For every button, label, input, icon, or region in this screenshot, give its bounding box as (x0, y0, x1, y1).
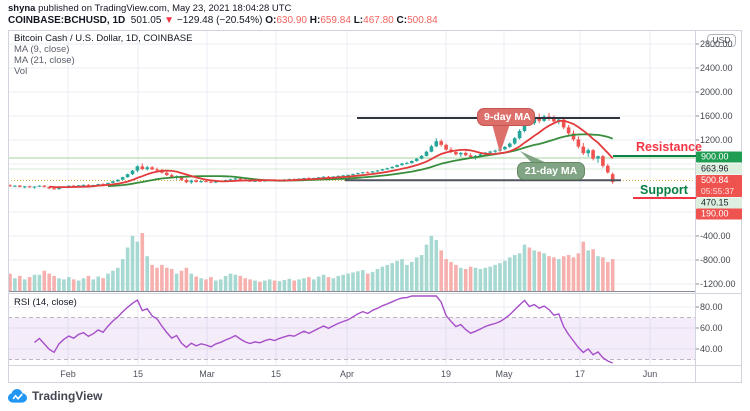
frame-left (8, 30, 9, 383)
volume-legend[interactable]: Vol (14, 66, 28, 77)
time-axis-tick[interactable]: 19 (440, 369, 452, 379)
time-axis-tick[interactable]: Apr (339, 369, 355, 379)
price-axis-tick[interactable]: 1200.00 (700, 135, 733, 145)
price-axis-tick[interactable]: -400.00 (700, 231, 731, 241)
time-axis-tick[interactable]: Mar (199, 369, 215, 379)
close-label: C: (396, 15, 408, 26)
resistance-underline (613, 155, 697, 157)
time-axis-tick[interactable]: Feb (60, 369, 76, 379)
price-axis-tick[interactable]: 2000.00 (700, 87, 733, 97)
down-arrow-icon: ▼ (164, 15, 175, 26)
symbol-line: COINBASE:BCHUSD, 1D 501.05 ▼ −129.48 (−2… (8, 15, 438, 26)
tradingview-brand-text: TradingView (32, 389, 103, 403)
price-axis-tick[interactable]: 1600.00 (700, 111, 733, 121)
time-axis-tick[interactable]: 17 (574, 369, 586, 379)
countdown-timer: 05:55:37 (701, 186, 735, 196)
last-price: 501.05 (130, 15, 162, 26)
price-badge: 500.84 05:55:37 (696, 175, 742, 197)
low-value: 467.80 (363, 15, 394, 26)
ma9-callout[interactable]: 9-day MA (477, 108, 535, 126)
currency-toggle: USD (707, 34, 736, 47)
price-change: −129.48 (−20.54%) (176, 15, 263, 26)
price-axis-separator[interactable] (695, 30, 696, 383)
price-badge: 190.00 (696, 208, 742, 220)
time-axis-tick[interactable]: 15 (270, 369, 282, 379)
price-axis-tick[interactable]: -800.00 (700, 255, 731, 265)
low-label: L: (353, 15, 364, 26)
time-axis-tick[interactable]: 15 (132, 369, 144, 379)
resistance-label[interactable]: Resistance (636, 140, 703, 154)
publish-line: shyna published on TradingView.com, May … (8, 3, 291, 14)
frame-bottom (8, 382, 742, 383)
frame-top (8, 30, 742, 31)
support-label[interactable]: Support (640, 183, 688, 197)
tradingview-logo-icon (8, 389, 27, 403)
support-underline (633, 197, 697, 199)
close-value: 500.84 (407, 15, 438, 26)
price-axis-tick[interactable]: 80.00 (700, 302, 723, 312)
symbol-name[interactable]: COINBASE:BCHUSD, 1D (8, 15, 126, 26)
open-value: 630.90 (276, 15, 307, 26)
high-label: H: (309, 15, 321, 26)
ma21-legend[interactable]: MA (21, close) (14, 55, 75, 66)
main-legend[interactable]: Bitcoin Cash / U.S. Dollar, 1D, COINBASE… (14, 33, 192, 77)
high-value: 659.84 (320, 15, 351, 26)
price-axis-tick[interactable]: 40.00 (700, 344, 723, 354)
frame-axis-top (8, 365, 742, 366)
price-badge: 900.00 (696, 151, 742, 163)
rsi-legend[interactable]: RSI (14, close) (14, 297, 77, 308)
tradingview-brand[interactable]: TradingView (8, 389, 102, 403)
pane-separator[interactable] (8, 293, 742, 294)
price-badge: 663.96 (696, 163, 742, 175)
price-axis-tick[interactable]: 2800.00 (700, 39, 733, 49)
time-axis-tick[interactable]: May (495, 369, 513, 379)
open-label: O: (265, 15, 277, 26)
author-name: shyna (8, 3, 36, 14)
ma9-legend[interactable]: MA (9, close) (14, 44, 70, 55)
chart-title: Bitcoin Cash / U.S. Dollar, 1D, COINBASE (14, 33, 193, 44)
price-badge: 470.15 (696, 197, 742, 209)
ma21-callout[interactable]: 21-day MA (517, 162, 585, 180)
time-axis-tick[interactable]: Jun (642, 369, 658, 379)
publish-text: published on TradingView.com, May 23, 20… (35, 3, 292, 14)
price-axis-tick[interactable]: -1200.00 (700, 279, 736, 289)
price-axis-tick[interactable]: 2400.00 (700, 63, 733, 73)
price-axis-tick[interactable]: 60.00 (700, 323, 723, 333)
